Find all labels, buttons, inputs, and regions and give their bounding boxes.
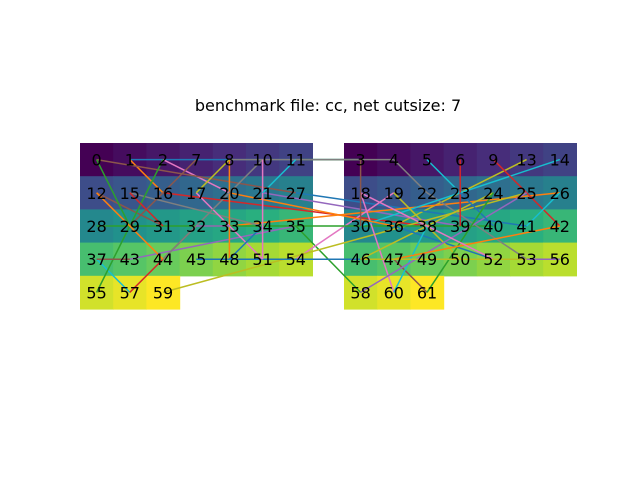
net-line-8 [162,192,428,227]
cell-label-36: 36 [384,217,404,236]
cell-label-45: 45 [186,250,206,269]
cell-label-17: 17 [186,184,206,203]
cell-label-60: 60 [384,283,404,302]
cell-label-44: 44 [153,250,173,269]
cell-label-31: 31 [153,217,173,236]
net-line-48 [129,192,164,227]
chart-title: benchmark file: cc, net cutsize: 7 [195,96,461,115]
net-line-32 [229,192,394,227]
net-line-39 [360,192,527,294]
cell-label-34: 34 [252,217,272,236]
cell-label-58: 58 [350,283,370,302]
cell-label-21: 21 [252,184,272,203]
cell-label-43: 43 [120,250,140,269]
cell-label-55: 55 [86,283,106,302]
net-line-40 [459,192,494,227]
cell-label-18: 18 [350,184,370,203]
cell-label-51: 51 [252,250,272,269]
cell-label-23: 23 [450,184,470,203]
cell-label-4: 4 [389,151,399,170]
cell-label-54: 54 [286,250,306,269]
cell-label-53: 53 [516,250,536,269]
cell-label-15: 15 [120,184,140,203]
cell-label-20: 20 [219,184,239,203]
cell-label-46: 46 [350,250,370,269]
cell-label-49: 49 [417,250,437,269]
net-line-52 [96,192,164,260]
net-line-34 [129,159,197,227]
cell-label-0: 0 [92,151,102,170]
net-line-17 [162,192,527,294]
net-line-24 [393,258,428,293]
cell-label-57: 57 [120,283,140,302]
heatmap-cell-60 [377,275,411,310]
net-line-55 [262,159,297,194]
cell-label-6: 6 [455,151,465,170]
cell-label-50: 50 [450,250,470,269]
cell-label-30: 30 [350,217,370,236]
net-line-15 [129,192,263,227]
net-line-42 [393,225,560,260]
cell-label-24: 24 [483,184,503,203]
cell-label-40: 40 [483,217,503,236]
cell-label-12: 12 [86,184,106,203]
cell-label-61: 61 [417,283,437,302]
cell-label-33: 33 [219,217,239,236]
net-line-43 [360,192,494,260]
cell-label-3: 3 [356,151,366,170]
net-line-51 [95,159,131,227]
cell-label-1: 1 [125,151,135,170]
cell-label-25: 25 [516,184,536,203]
cell-label-2: 2 [158,151,168,170]
cell-label-35: 35 [286,217,306,236]
net-line-56 [195,159,230,194]
net-line-46 [526,192,561,227]
cell-label-32: 32 [186,217,206,236]
cell-label-37: 37 [86,250,106,269]
cell-label-56: 56 [550,250,570,269]
cell-label-28: 28 [86,217,106,236]
cell-label-27: 27 [286,184,306,203]
net-line-2 [129,159,164,194]
cell-label-11: 11 [286,151,306,170]
net-line-6 [426,159,461,194]
cell-label-16: 16 [153,184,173,203]
heatmap-cell-55 [80,275,114,310]
cell-label-26: 26 [550,184,570,203]
net-line-45 [393,159,428,194]
net-line-16 [96,258,131,293]
cell-label-9: 9 [488,151,498,170]
cell-label-8: 8 [224,151,234,170]
net-line-25 [426,192,528,260]
cell-label-14: 14 [550,151,570,170]
cell-label-5: 5 [422,151,432,170]
net-line-14 [96,192,164,227]
cell-label-39: 39 [450,217,470,236]
cell-label-7: 7 [191,151,201,170]
cell-label-22: 22 [417,184,437,203]
net-line-35 [162,159,264,260]
net-line-50 [228,225,264,260]
cell-label-41: 41 [516,217,536,236]
cell-label-19: 19 [384,184,404,203]
heatmap-cell-14 [543,143,577,177]
cell-label-13: 13 [516,151,536,170]
cell-label-42: 42 [550,217,570,236]
cell-label-52: 52 [483,250,503,269]
cell-label-59: 59 [153,283,173,302]
net-lines [95,158,561,294]
cell-label-47: 47 [384,250,404,269]
cell-label-29: 29 [120,217,140,236]
cell-label-38: 38 [417,217,437,236]
cell-label-10: 10 [252,151,272,170]
cell-label-48: 48 [219,250,239,269]
